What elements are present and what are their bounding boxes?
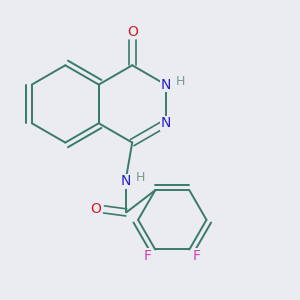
Text: F: F [144, 249, 152, 263]
Text: H: H [176, 74, 185, 88]
Text: F: F [193, 249, 201, 263]
Text: N: N [160, 78, 171, 92]
Text: O: O [90, 202, 101, 216]
Text: N: N [160, 116, 171, 130]
Text: H: H [136, 171, 145, 184]
Text: N: N [121, 174, 131, 188]
Text: O: O [127, 25, 138, 39]
